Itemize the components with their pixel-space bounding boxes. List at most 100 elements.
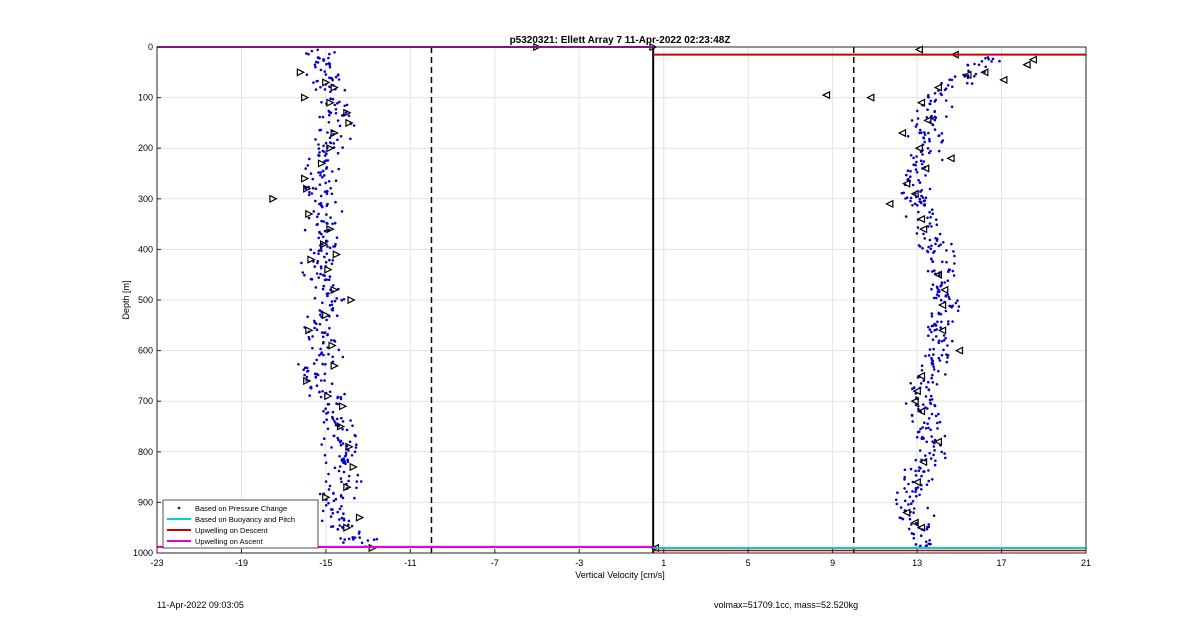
pressure-point	[926, 216, 929, 220]
pressure-point	[973, 74, 976, 78]
pressure-point	[355, 486, 358, 490]
pressure-point	[316, 48, 320, 52]
pressure-point	[324, 73, 328, 76]
bin-marker	[963, 70, 972, 80]
pressure-point	[909, 169, 912, 173]
pressure-point	[331, 512, 335, 515]
bin-marker	[324, 265, 333, 274]
pressure-point	[928, 451, 931, 455]
pressure-point	[966, 63, 969, 67]
pressure-point	[319, 347, 322, 351]
pressure-point	[323, 379, 326, 382]
bin-marker	[918, 224, 928, 234]
pressure-point	[317, 147, 321, 150]
y-tick-label: 0	[148, 42, 153, 52]
pressure-point	[351, 536, 355, 539]
pressure-point	[336, 73, 340, 76]
pressure-point	[321, 390, 324, 393]
pressure-point	[314, 376, 318, 379]
pressure-point	[916, 109, 919, 113]
pressure-point	[352, 538, 355, 541]
y-tick-label: 900	[138, 497, 153, 507]
pressure-point	[984, 65, 987, 69]
pressure-point	[956, 299, 959, 302]
pressure-point	[323, 154, 327, 157]
pressure-point	[318, 390, 321, 394]
pressure-point	[934, 324, 938, 327]
pressure-point	[309, 386, 312, 390]
pressure-point	[311, 346, 314, 350]
pressure-point	[334, 200, 337, 204]
bin-marker	[345, 442, 354, 451]
bin-marker	[343, 108, 352, 117]
pressure-point	[919, 534, 923, 537]
bin-marker	[330, 128, 339, 138]
bin-marker	[866, 93, 875, 102]
bin-marker	[339, 402, 348, 411]
pressure-point	[951, 320, 954, 323]
pressure-point	[917, 405, 920, 408]
bin-marker	[916, 523, 926, 532]
footer-vol-mass: volmax=51709.1cc, mass=52.520kg	[714, 600, 859, 610]
pressure-point	[926, 250, 930, 254]
pressure-point	[297, 363, 300, 366]
x-tick-label: -23	[150, 558, 163, 568]
pressure-point	[931, 123, 935, 127]
bin-marker	[303, 184, 312, 193]
pressure-point	[343, 104, 347, 108]
pressure-point	[944, 309, 948, 313]
pressure-point	[320, 443, 324, 446]
pressure-point	[347, 114, 351, 118]
pressure-point	[303, 273, 306, 277]
pressure-point	[300, 261, 303, 265]
pressure-point	[335, 236, 339, 239]
pressure-point	[946, 279, 950, 283]
pressure-point	[919, 190, 922, 193]
pressure-point	[905, 196, 909, 199]
pressure-point	[930, 361, 934, 365]
bin-marker	[343, 523, 352, 532]
pressure-point	[324, 181, 328, 185]
pressure-point	[341, 496, 345, 500]
pressure-point	[927, 131, 930, 135]
pressure-point	[332, 492, 335, 495]
pressure-point	[313, 319, 316, 323]
pressure-point	[332, 434, 336, 438]
bin-marker	[897, 128, 907, 138]
pressure-point	[341, 146, 344, 149]
pressure-point	[310, 192, 314, 195]
pressure-point	[928, 348, 932, 351]
pressure-point	[319, 174, 322, 177]
pressure-point	[933, 463, 937, 467]
bin-marker	[937, 300, 947, 310]
x-tick-label: -7	[491, 558, 499, 568]
pressure-point	[935, 223, 939, 226]
pressure-point	[912, 532, 916, 536]
pressure-point	[313, 265, 317, 268]
pressure-point	[949, 305, 953, 308]
y-tick-label: 200	[138, 143, 153, 153]
bin-marker	[307, 255, 316, 264]
pressure-point	[307, 193, 311, 197]
pressure-point	[917, 244, 921, 247]
pressure-point	[915, 171, 919, 174]
pressure-point	[914, 543, 918, 546]
pressure-point	[927, 354, 931, 357]
pressure-point	[932, 453, 935, 457]
pressure-point	[314, 199, 317, 203]
pressure-point	[305, 73, 309, 76]
pressure-point	[317, 249, 321, 253]
pressure-point	[927, 94, 930, 97]
pressure-point	[918, 493, 921, 497]
pressure-point	[338, 518, 341, 521]
pressure-point	[325, 418, 329, 422]
pressure-point	[306, 369, 310, 373]
pressure-point	[939, 312, 943, 316]
pressure-point	[927, 479, 930, 483]
bin-marker	[937, 326, 947, 335]
pressure-point	[334, 75, 338, 79]
pressure-point	[324, 141, 328, 145]
pressure-point	[346, 460, 350, 464]
pressure-point	[338, 100, 341, 104]
axis-ticks: -23 -19 -15 -11 -7 -3 1 5 9 13 17 21 0 100 200 300 400 50…	[133, 42, 1091, 568]
